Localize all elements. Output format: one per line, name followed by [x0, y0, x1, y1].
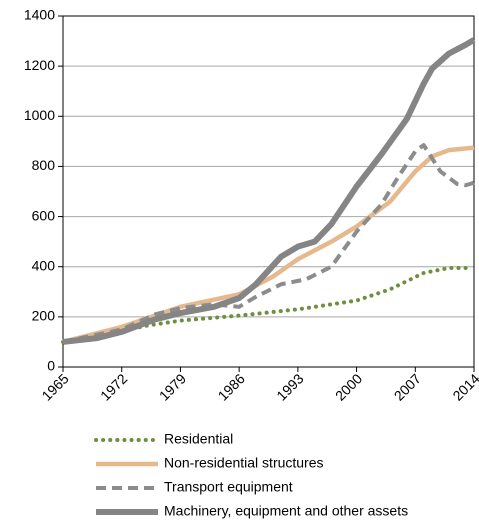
x-tick-label: 1993	[273, 370, 306, 403]
legend-label: Residential	[164, 431, 233, 447]
x-tick-label: 2000	[332, 370, 365, 403]
x-tick-label: 1986	[215, 370, 248, 403]
plot-frame	[62, 15, 475, 368]
y-tick-label: 400	[32, 257, 56, 273]
y-tick-label: 1000	[24, 107, 55, 123]
x-tick-label: 2007	[391, 370, 424, 403]
line-series	[62, 143, 475, 344]
y-tick-label: 1200	[24, 57, 55, 73]
legend-label: Transport equipment	[164, 479, 293, 495]
y-tick-label: 1400	[24, 7, 55, 23]
x-tick-label: 1979	[156, 370, 189, 403]
y-tick-label: 0	[47, 358, 55, 374]
line-series	[62, 37, 476, 345]
y-tick-label: 200	[32, 308, 56, 324]
y-tick-label: 800	[32, 157, 56, 173]
x-tick-label: 2014	[449, 370, 479, 403]
legend-label: Non-residential structures	[164, 455, 324, 471]
y-tick-label: 600	[32, 207, 56, 223]
x-tick-label: 1965	[38, 370, 71, 403]
legend-label: Machinery, equipment and other assets	[164, 503, 408, 519]
x-tick-label: 1972	[97, 370, 130, 403]
